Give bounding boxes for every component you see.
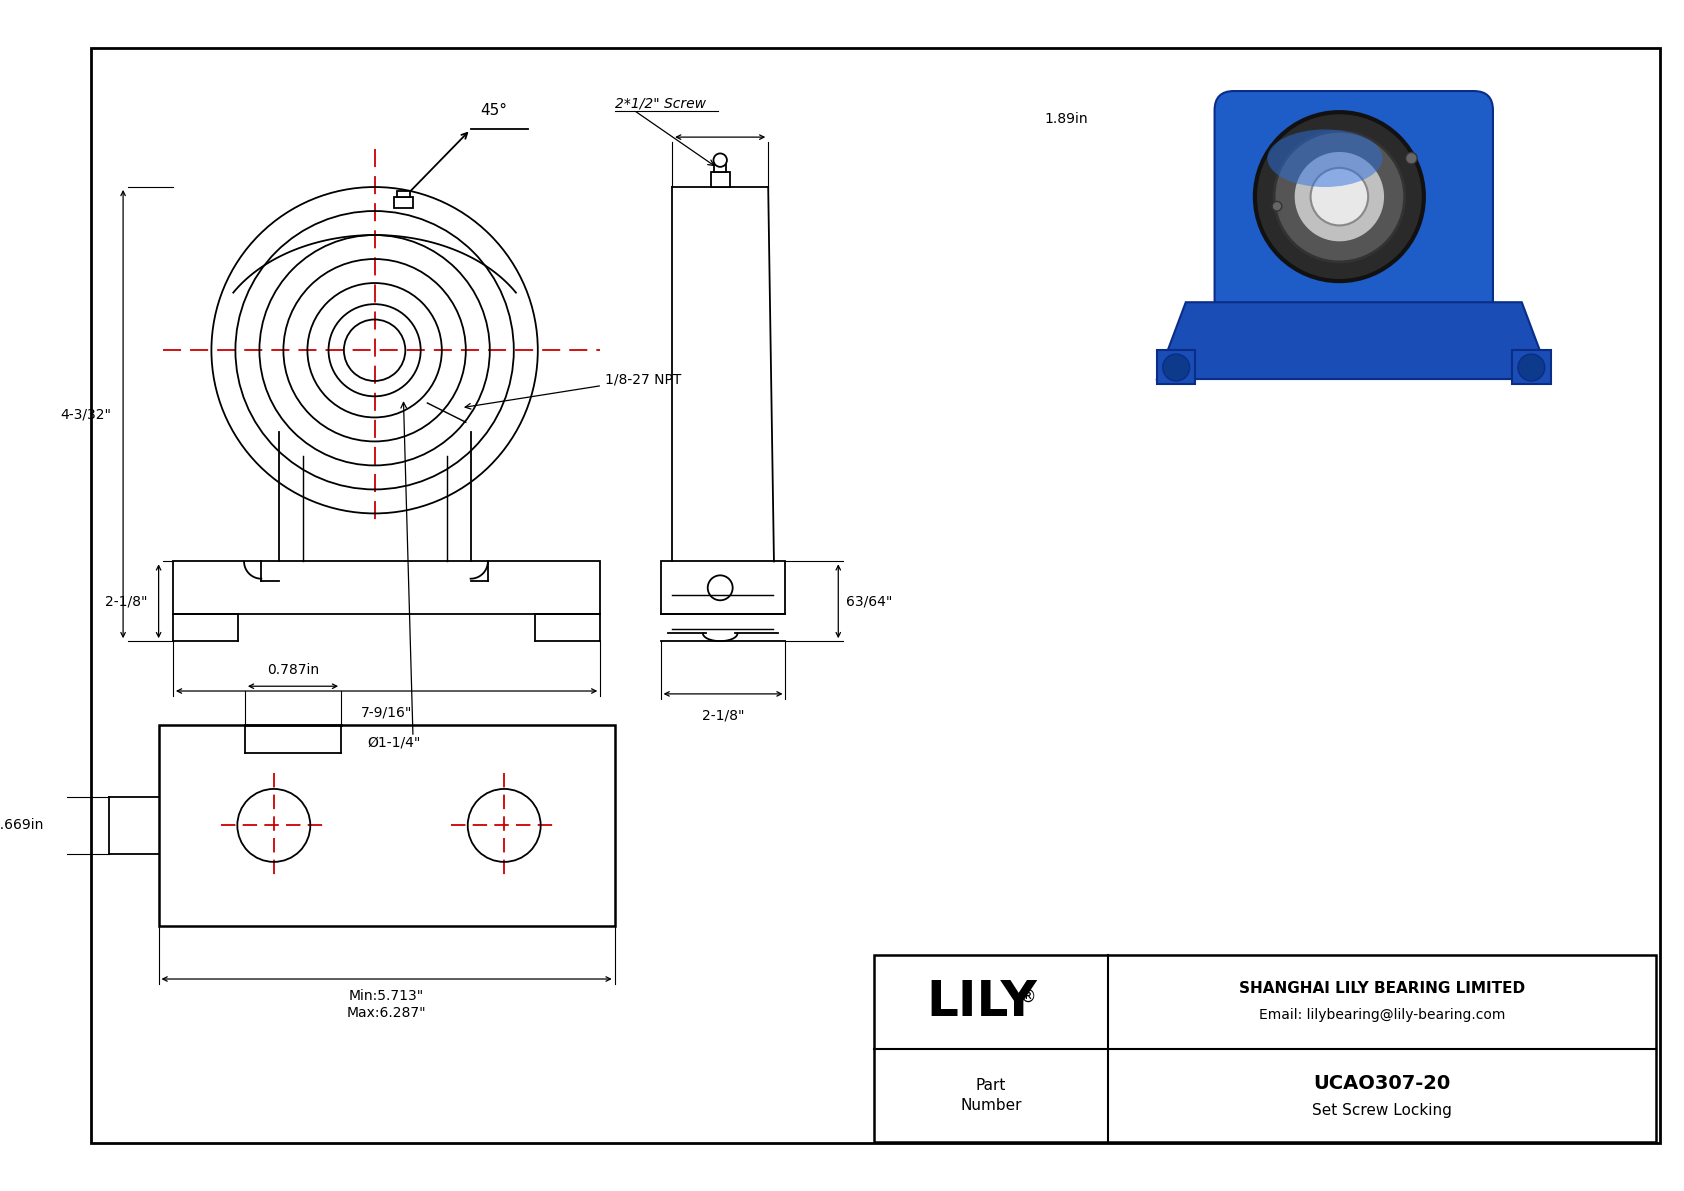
Text: 7-9/16": 7-9/16" [360, 705, 413, 719]
Bar [397, 191, 411, 197]
Circle shape [1517, 354, 1544, 381]
Circle shape [1162, 354, 1189, 381]
Text: Min:5.713": Min:5.713" [349, 989, 424, 1003]
Circle shape [1406, 152, 1418, 164]
Text: Set Screw Locking: Set Screw Locking [1312, 1103, 1452, 1118]
Text: ®: ® [1021, 987, 1036, 1005]
Text: 0.787in: 0.787in [268, 662, 318, 676]
Circle shape [714, 154, 727, 167]
Circle shape [707, 575, 733, 600]
Text: UCAO307-20: UCAO307-20 [1314, 1074, 1452, 1093]
Text: LILY: LILY [926, 978, 1037, 1025]
Text: Email: lilybearing@lily-bearing.com: Email: lilybearing@lily-bearing.com [1260, 1009, 1505, 1022]
Text: 2*1/2" Screw: 2*1/2" Screw [615, 96, 706, 111]
Text: Ø1-1/4": Ø1-1/4" [367, 735, 421, 749]
FancyBboxPatch shape [1214, 91, 1494, 341]
Text: 1.89in: 1.89in [1044, 112, 1088, 125]
Polygon shape [1512, 350, 1551, 384]
Text: 45°: 45° [480, 102, 507, 118]
Text: 2-1/8": 2-1/8" [702, 709, 744, 722]
Bar [711, 172, 729, 187]
Ellipse shape [1268, 130, 1383, 187]
Circle shape [1293, 150, 1386, 243]
Bar [173, 561, 600, 615]
Bar [158, 724, 615, 927]
Bar [394, 197, 413, 208]
Bar [714, 164, 726, 172]
Text: 1/8-27 NPT: 1/8-27 NPT [465, 372, 682, 409]
Polygon shape [1157, 303, 1551, 379]
Text: 2-1/8": 2-1/8" [104, 594, 147, 609]
Text: SHANGHAI LILY BEARING LIMITED: SHANGHAI LILY BEARING LIMITED [1239, 981, 1526, 996]
Bar [874, 955, 1655, 1142]
Text: Part
Number: Part Number [960, 1078, 1022, 1112]
Text: 0.669in: 0.669in [0, 818, 44, 833]
Circle shape [1310, 168, 1367, 225]
Text: Max:6.287": Max:6.287" [347, 1006, 426, 1019]
Circle shape [1275, 131, 1404, 262]
Text: 63/64": 63/64" [845, 594, 893, 609]
Polygon shape [1157, 350, 1196, 384]
Bar [660, 561, 785, 615]
Circle shape [1271, 201, 1282, 211]
Ellipse shape [1214, 130, 1494, 360]
Text: 4-3/32": 4-3/32" [61, 407, 111, 422]
Circle shape [1255, 112, 1425, 281]
